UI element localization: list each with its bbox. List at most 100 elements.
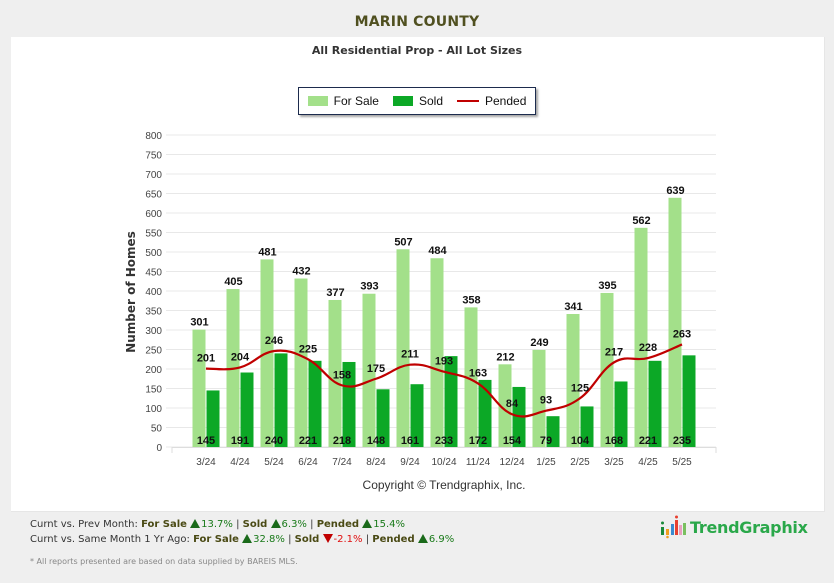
separator: |: [310, 519, 314, 530]
data-label-sold: 79: [540, 435, 552, 447]
sold-swatch-icon: [392, 96, 413, 106]
bar-for-sale: [498, 364, 512, 447]
data-label-sold: 240: [265, 435, 283, 447]
bar-for-sale: [192, 329, 206, 447]
separator: |: [365, 534, 370, 545]
bar-sold: [580, 406, 594, 447]
x-tick-label: 3/24: [196, 457, 216, 468]
data-label-pended: 84: [506, 398, 519, 410]
data-label-pended: 175: [367, 363, 385, 375]
data-label-sold: 104: [571, 435, 590, 447]
stats-row-label: Curnt vs. Prev Month:: [30, 519, 138, 530]
bar-sold: [206, 390, 220, 447]
x-tick-label: 9/24: [400, 457, 420, 468]
data-label-sold: 218: [333, 435, 351, 447]
sold-change: -2.1%: [333, 534, 363, 545]
data-label-for-sale: 393: [360, 281, 378, 293]
separator: |: [288, 534, 292, 545]
stats-prev-month: Curnt vs. Prev Month: For Sale 13.7% | S…: [30, 517, 454, 532]
x-tick-label: 1/25: [536, 457, 556, 468]
y-tick-label: 700: [145, 170, 162, 181]
bar-for-sale: [294, 278, 308, 447]
x-tick-label: 5/24: [264, 457, 284, 468]
x-tick-label: 5/25: [672, 457, 692, 468]
bar-for-sale: [464, 307, 478, 447]
y-tick-label: 400: [145, 287, 162, 298]
for-sale-change: 13.7%: [201, 519, 233, 530]
data-label-for-sale: 358: [462, 294, 480, 306]
data-label-sold: 233: [435, 435, 453, 447]
data-label-pended: 246: [265, 335, 283, 347]
data-label-pended: 93: [540, 395, 552, 407]
for-sale-label: For Sale: [193, 534, 239, 545]
pended-line-icon: [457, 100, 479, 102]
x-tick-label: 3/25: [604, 457, 624, 468]
data-label-for-sale: 481: [258, 246, 276, 258]
y-tick-label: 350: [145, 307, 162, 318]
sold-label: Sold: [242, 519, 268, 530]
up-arrow-icon: [270, 519, 281, 528]
chart-subtitle: All Residential Prop - All Lot Sizes: [311, 44, 523, 57]
bar-chart-logo-icon: [661, 515, 686, 539]
y-tick-label: 800: [145, 131, 162, 142]
data-label-for-sale: 507: [394, 236, 412, 248]
y-tick-label: 450: [145, 268, 162, 279]
stats-year-ago: Curnt vs. Same Month 1 Yr Ago: For Sale …: [30, 532, 454, 547]
data-label-for-sale: 405: [224, 276, 242, 288]
bar-sold: [342, 361, 356, 447]
bar-for-sale: [396, 249, 410, 447]
down-arrow-icon: [322, 534, 333, 543]
data-label-pended: 225: [299, 343, 317, 355]
legend-item-sold[interactable]: Sold: [392, 94, 443, 108]
brand-logo[interactable]: TrendGraphix: [660, 515, 808, 539]
legend-label: Sold: [418, 94, 443, 108]
legend-item-for-sale[interactable]: For Sale: [307, 94, 379, 108]
pended-line-layer: [205, 343, 683, 418]
data-label-for-sale: 432: [292, 266, 310, 278]
sold-change: 6.3%: [281, 519, 307, 530]
y-tick-label: 550: [145, 229, 162, 240]
data-label-sold: 154: [503, 435, 522, 447]
data-label-pended: 204: [231, 351, 250, 363]
bar-for-sale: [532, 349, 546, 447]
pended-line: [205, 343, 683, 418]
data-label-sold: 235: [673, 435, 691, 447]
county-title: MARIN COUNTY: [354, 14, 480, 30]
data-label-sold: 161: [401, 435, 419, 447]
y-tick-label: 50: [151, 424, 163, 435]
y-axis-ticks: 0 50 100 150 200 250 300 350 400 450 500 550 600 650 7…: [145, 131, 162, 454]
bar-sold: [240, 372, 254, 447]
pended-change: 15.4%: [373, 519, 405, 530]
bar-for-sale: [430, 258, 444, 447]
x-tick-label: 7/24: [332, 457, 352, 468]
data-label-pended: 125: [571, 382, 589, 394]
y-tick-label: 100: [145, 404, 162, 415]
y-tick-label: 0: [156, 443, 162, 454]
separator: |: [236, 519, 240, 530]
stats-summary: Curnt vs. Prev Month: For Sale 13.7% | S…: [30, 517, 454, 547]
bar-for-sale: [566, 314, 580, 447]
legend-item-pended[interactable]: Pended: [457, 94, 526, 108]
y-axis-title: Number of Homes: [124, 231, 138, 353]
up-arrow-icon: [190, 519, 201, 528]
data-label-for-sale: 395: [598, 280, 616, 292]
bar-sold: [410, 384, 424, 447]
y-tick-label: 600: [145, 209, 162, 220]
for-sale-label: For Sale: [141, 519, 187, 530]
stats-row-label: Curnt vs. Same Month 1 Yr Ago:: [30, 534, 190, 545]
x-tick-label: 2/25: [570, 457, 590, 468]
chart-legend: For Sale Sold Pended: [298, 87, 536, 115]
y-tick-label: 750: [145, 151, 162, 162]
footnote: * All reports presented are based on dat…: [30, 557, 298, 566]
data-label-pended: 193: [435, 356, 453, 368]
data-label-pended: 163: [469, 367, 487, 379]
bar-for-sale: [362, 293, 376, 447]
data-label-sold: 221: [639, 435, 657, 447]
y-tick-label: 500: [145, 248, 162, 259]
data-label-for-sale: 562: [632, 215, 650, 227]
data-label-sold: 221: [299, 435, 317, 447]
for-sale-change: 32.8%: [253, 534, 285, 545]
data-label-for-sale: 301: [190, 317, 208, 329]
data-label-pended: 211: [401, 349, 419, 361]
data-label-for-sale: 341: [564, 301, 582, 313]
